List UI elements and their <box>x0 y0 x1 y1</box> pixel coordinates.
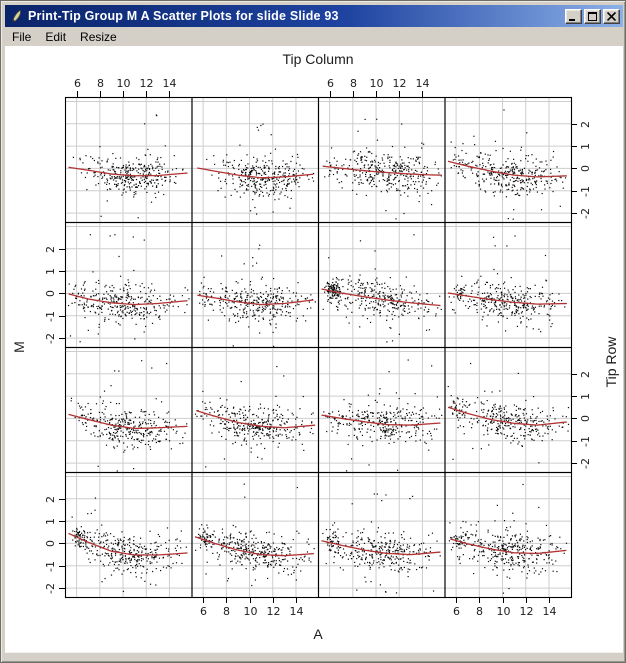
maximize-button[interactable] <box>584 8 601 24</box>
menu-file[interactable]: File <box>12 29 32 44</box>
menu-edit[interactable]: Edit <box>45 29 67 44</box>
lattice-scatter-canvas <box>5 46 623 652</box>
maximize-icon <box>588 11 597 21</box>
minimize-button[interactable] <box>565 8 582 24</box>
graphics-device-area: Tip Column A M Tip Row <box>5 46 623 652</box>
menu-resize[interactable]: Resize <box>80 29 117 44</box>
left-axis-title: M <box>11 341 27 353</box>
app-quill-icon <box>11 9 21 23</box>
titlebar[interactable]: Print-Tip Group M A Scatter Plots for sl… <box>5 5 623 27</box>
close-button[interactable] <box>603 8 620 24</box>
window-title: Print-Tip Group M A Scatter Plots for sl… <box>28 9 339 23</box>
bottom-axis-title: A <box>313 626 323 642</box>
right-axis-title: Tip Row <box>603 336 619 388</box>
minimize-icon <box>569 18 575 21</box>
menubar: File Edit Resize <box>5 27 623 46</box>
window-bottom-edge <box>5 652 623 661</box>
top-axis-title: Tip Column <box>282 51 354 67</box>
close-icon <box>607 11 616 21</box>
